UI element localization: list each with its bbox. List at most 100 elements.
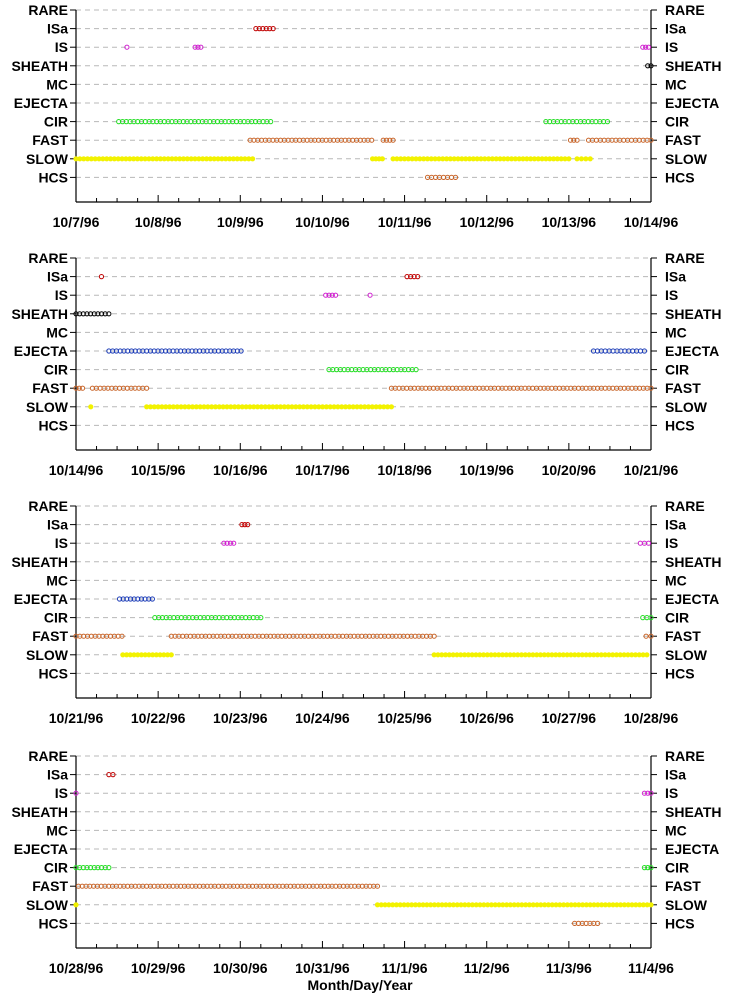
y-tick-label-right-rare: RARE [665, 2, 705, 18]
y-tick-label-right-cir: CIR [665, 860, 689, 876]
interval-hcs [572, 920, 601, 927]
y-tick-label-right-ejecta: EJECTA [665, 841, 719, 857]
data-point-sheath [102, 311, 108, 317]
y-tick-label-left-is: IS [55, 287, 68, 303]
y-tick-label-left-rare: RARE [28, 748, 68, 764]
data-point-cir [258, 615, 264, 621]
data-point-cir [641, 865, 648, 871]
interval-isa [404, 274, 421, 280]
data-point-fast [374, 883, 381, 889]
y-tick-label-left-isa: ISa [47, 21, 68, 37]
x-tick-label: 10/12/96 [459, 214, 514, 230]
x-tick-label: 10/28/96 [624, 710, 679, 726]
interval-slow [574, 156, 593, 162]
x-tick-label: 10/24/96 [295, 710, 350, 726]
x-tick-label: 10/30/96 [213, 960, 268, 976]
data-point-cir [95, 865, 101, 871]
interval-sheath [73, 311, 112, 317]
data-point-slow [648, 902, 654, 908]
interval-is [192, 44, 204, 50]
interval-cir [152, 615, 264, 621]
y-tick-label-left-rare: RARE [28, 250, 68, 266]
interval-fast [73, 633, 125, 639]
interval-slow [144, 404, 395, 410]
data-point-isa [408, 274, 414, 280]
x-tick-label: 10/25/96 [377, 710, 432, 726]
y-tick-label-right-cir: CIR [665, 610, 689, 626]
data-point-cir [80, 865, 86, 871]
data-point-slow [250, 156, 256, 162]
data-point-isa [260, 26, 266, 32]
interval-slow [431, 652, 650, 658]
y-tick-label-left-isa: ISa [47, 269, 68, 285]
interval-isa [106, 772, 116, 778]
y-tick-label-right-ejecta: EJECTA [665, 95, 719, 111]
data-point-fast [648, 633, 654, 639]
data-point-slow [388, 404, 395, 410]
y-tick-label-right-isa: ISa [665, 767, 686, 783]
y-tick-label-right-mc: MC [665, 324, 687, 340]
data-point-cir [604, 119, 611, 125]
interval-slow [73, 902, 79, 908]
data-point-isa [98, 274, 105, 280]
x-tick-label: 10/18/96 [377, 462, 432, 478]
y-tick-label-left-slow: SLOW [26, 151, 69, 167]
interval-fast [643, 633, 654, 639]
data-point-cir [645, 865, 651, 871]
x-tick-label: 10/10/96 [295, 214, 350, 230]
y-tick-label-right-sheath: SHEATH [665, 554, 722, 570]
data-point-cir [77, 865, 83, 871]
data-point-ejecta [238, 348, 244, 354]
x-tick-label: 11/4/96 [628, 960, 674, 976]
interval-is [323, 292, 339, 298]
data-point-isa [239, 522, 245, 528]
y-tick-label-left-sheath: SHEATH [11, 306, 68, 322]
x-tick-label: 10/7/96 [53, 214, 100, 230]
interval-fast [89, 385, 150, 391]
data-point-fast [369, 137, 375, 143]
data-point-is [326, 292, 332, 298]
data-point-isa [267, 26, 273, 32]
data-point-fast [119, 633, 125, 639]
data-point-is [332, 292, 339, 298]
y-tick-label-right-mc: MC [665, 76, 687, 92]
data-point-cir [98, 865, 105, 871]
data-point-is [648, 790, 654, 796]
y-tick-label-left-cir: CIR [44, 860, 68, 876]
y-tick-label-left-fast: FAST [32, 132, 68, 148]
y-tick-label-right-ejecta: EJECTA [665, 343, 719, 359]
y-tick-label-right-fast: FAST [665, 628, 701, 644]
data-point-fast [574, 137, 580, 143]
interval-cir [543, 119, 611, 125]
panel-3: RARE RARE ISa ISa IS IS SHEATH SHEATH MC MC EJECTA… [11, 498, 721, 726]
data-point-ejecta [142, 596, 148, 602]
interval-is [641, 790, 654, 796]
y-tick-label-right-fast: FAST [665, 878, 701, 894]
data-point-sheath [84, 311, 90, 317]
y-tick-label-right-is: IS [665, 785, 678, 801]
y-tick-label-right-rare: RARE [665, 498, 705, 514]
y-tick-label-left-ejecta: EJECTA [14, 841, 68, 857]
interval-slow [120, 652, 174, 658]
data-point-isa [242, 522, 248, 528]
interval-slow [369, 156, 385, 162]
interval-isa [98, 274, 105, 280]
interval-is [640, 44, 652, 50]
interval-hcs [424, 174, 459, 180]
x-tick-label: 10/13/96 [542, 214, 597, 230]
data-point-cir [102, 865, 108, 871]
data-point-sheath [648, 63, 654, 69]
data-point-isa [110, 772, 116, 778]
x-tick-label: 10/19/96 [459, 462, 514, 478]
interval-fast [585, 137, 654, 143]
x-tick-label: 10/17/96 [295, 462, 350, 478]
data-point-fast [76, 385, 82, 391]
x-tick-label: 10/31/96 [295, 960, 350, 976]
data-point-sheath [98, 311, 105, 317]
y-tick-label-right-rare: RARE [665, 748, 705, 764]
y-tick-label-left-rare: RARE [28, 2, 68, 18]
y-tick-label-right-hcs: HCS [665, 915, 695, 931]
data-point-cir [268, 119, 274, 125]
x-tick-label: 10/22/96 [131, 710, 186, 726]
data-point-sheath [645, 63, 651, 69]
